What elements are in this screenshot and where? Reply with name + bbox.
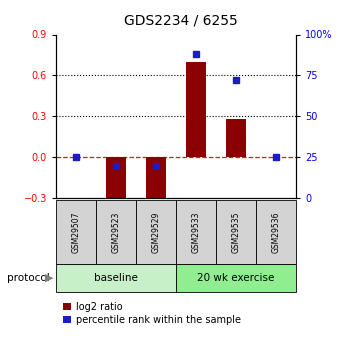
Text: GDS2234 / 6255: GDS2234 / 6255 (123, 14, 238, 28)
Bar (256, 200, 296, 264)
Text: GSM29523: GSM29523 (112, 211, 121, 253)
Text: 20 wk exercise: 20 wk exercise (197, 273, 275, 283)
Text: GSM29507: GSM29507 (71, 211, 81, 253)
Bar (136, 200, 176, 264)
Bar (56, 264, 176, 292)
Text: baseline: baseline (94, 273, 138, 283)
Legend: log2 ratio, percentile rank within the sample: log2 ratio, percentile rank within the s… (59, 298, 244, 329)
Bar (146, 157, 166, 205)
Text: protocol: protocol (7, 273, 50, 283)
Bar (56, 200, 96, 264)
Text: GSM29536: GSM29536 (271, 211, 280, 253)
Bar (176, 200, 216, 264)
Text: GSM29529: GSM29529 (152, 211, 161, 253)
Text: GSM29535: GSM29535 (231, 211, 240, 253)
Bar (96, 200, 136, 264)
Bar (176, 264, 296, 292)
Bar (226, 119, 246, 157)
Text: ▶: ▶ (44, 273, 53, 283)
Bar (186, 62, 206, 157)
Text: GSM29533: GSM29533 (191, 211, 200, 253)
Bar (106, 157, 126, 205)
Bar (216, 200, 256, 264)
